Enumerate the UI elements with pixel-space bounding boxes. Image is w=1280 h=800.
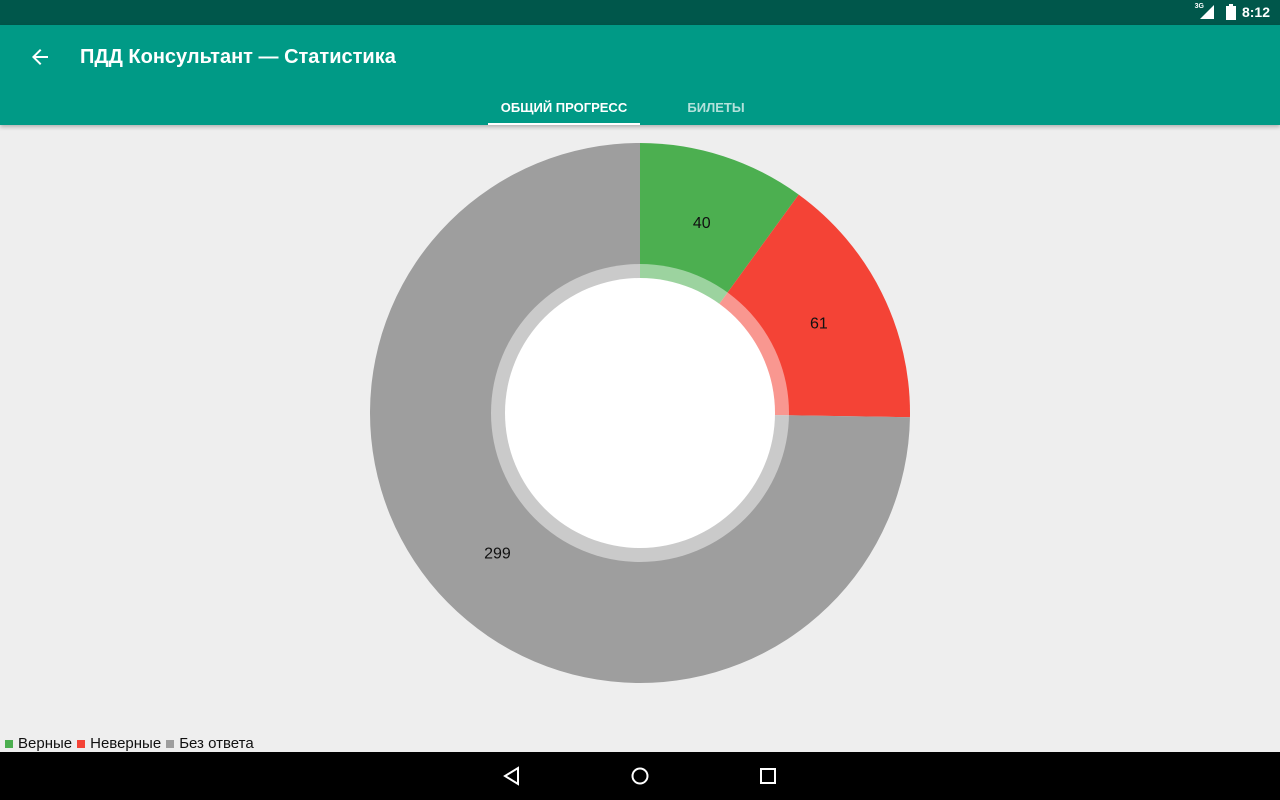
recents-square-icon[interactable] — [758, 766, 778, 786]
app-bar: ПДД Консультант — Статистика ОБЩИЙ ПРОГР… — [0, 25, 1280, 125]
legend-item-wrong: Неверные — [77, 735, 161, 752]
data-label: 61 — [810, 316, 828, 333]
legend-item-correct: Верные — [5, 735, 72, 752]
data-label: 299 — [484, 545, 511, 562]
clock: 8:12 — [1241, 4, 1270, 20]
legend-swatch — [5, 739, 13, 748]
navigation-bar — [0, 752, 1280, 800]
cell-signal-icon — [1200, 5, 1214, 19]
legend-swatch — [166, 739, 175, 748]
donut-chart: 40 61 299 — [370, 143, 910, 683]
tab-tickets[interactable]: БИЛЕТЫ — [687, 100, 745, 115]
data-label: 40 — [693, 215, 711, 232]
legend-label: Без ответа — [179, 735, 254, 752]
legend-swatch — [77, 739, 86, 748]
arrow-back-icon[interactable] — [28, 45, 52, 69]
legend-item-unanswered: Без ответа — [166, 735, 254, 752]
tab-overall-progress[interactable]: ОБЩИЙ ПРОГРЕСС — [488, 100, 640, 125]
donut-hole — [505, 278, 775, 548]
legend-label: Неверные — [90, 735, 162, 752]
page-title: ПДД Консультант — Статистика — [80, 46, 396, 68]
legend-label: Верные — [18, 735, 73, 752]
back-triangle-icon[interactable] — [502, 766, 522, 786]
network-type: 3G — [1194, 3, 1204, 10]
status-bar: 3G 8:12 — [0, 0, 1280, 25]
battery-icon — [1226, 4, 1236, 20]
chart-legend: Верные Неверные Без ответа — [5, 735, 259, 752]
home-circle-icon[interactable] — [630, 766, 650, 786]
